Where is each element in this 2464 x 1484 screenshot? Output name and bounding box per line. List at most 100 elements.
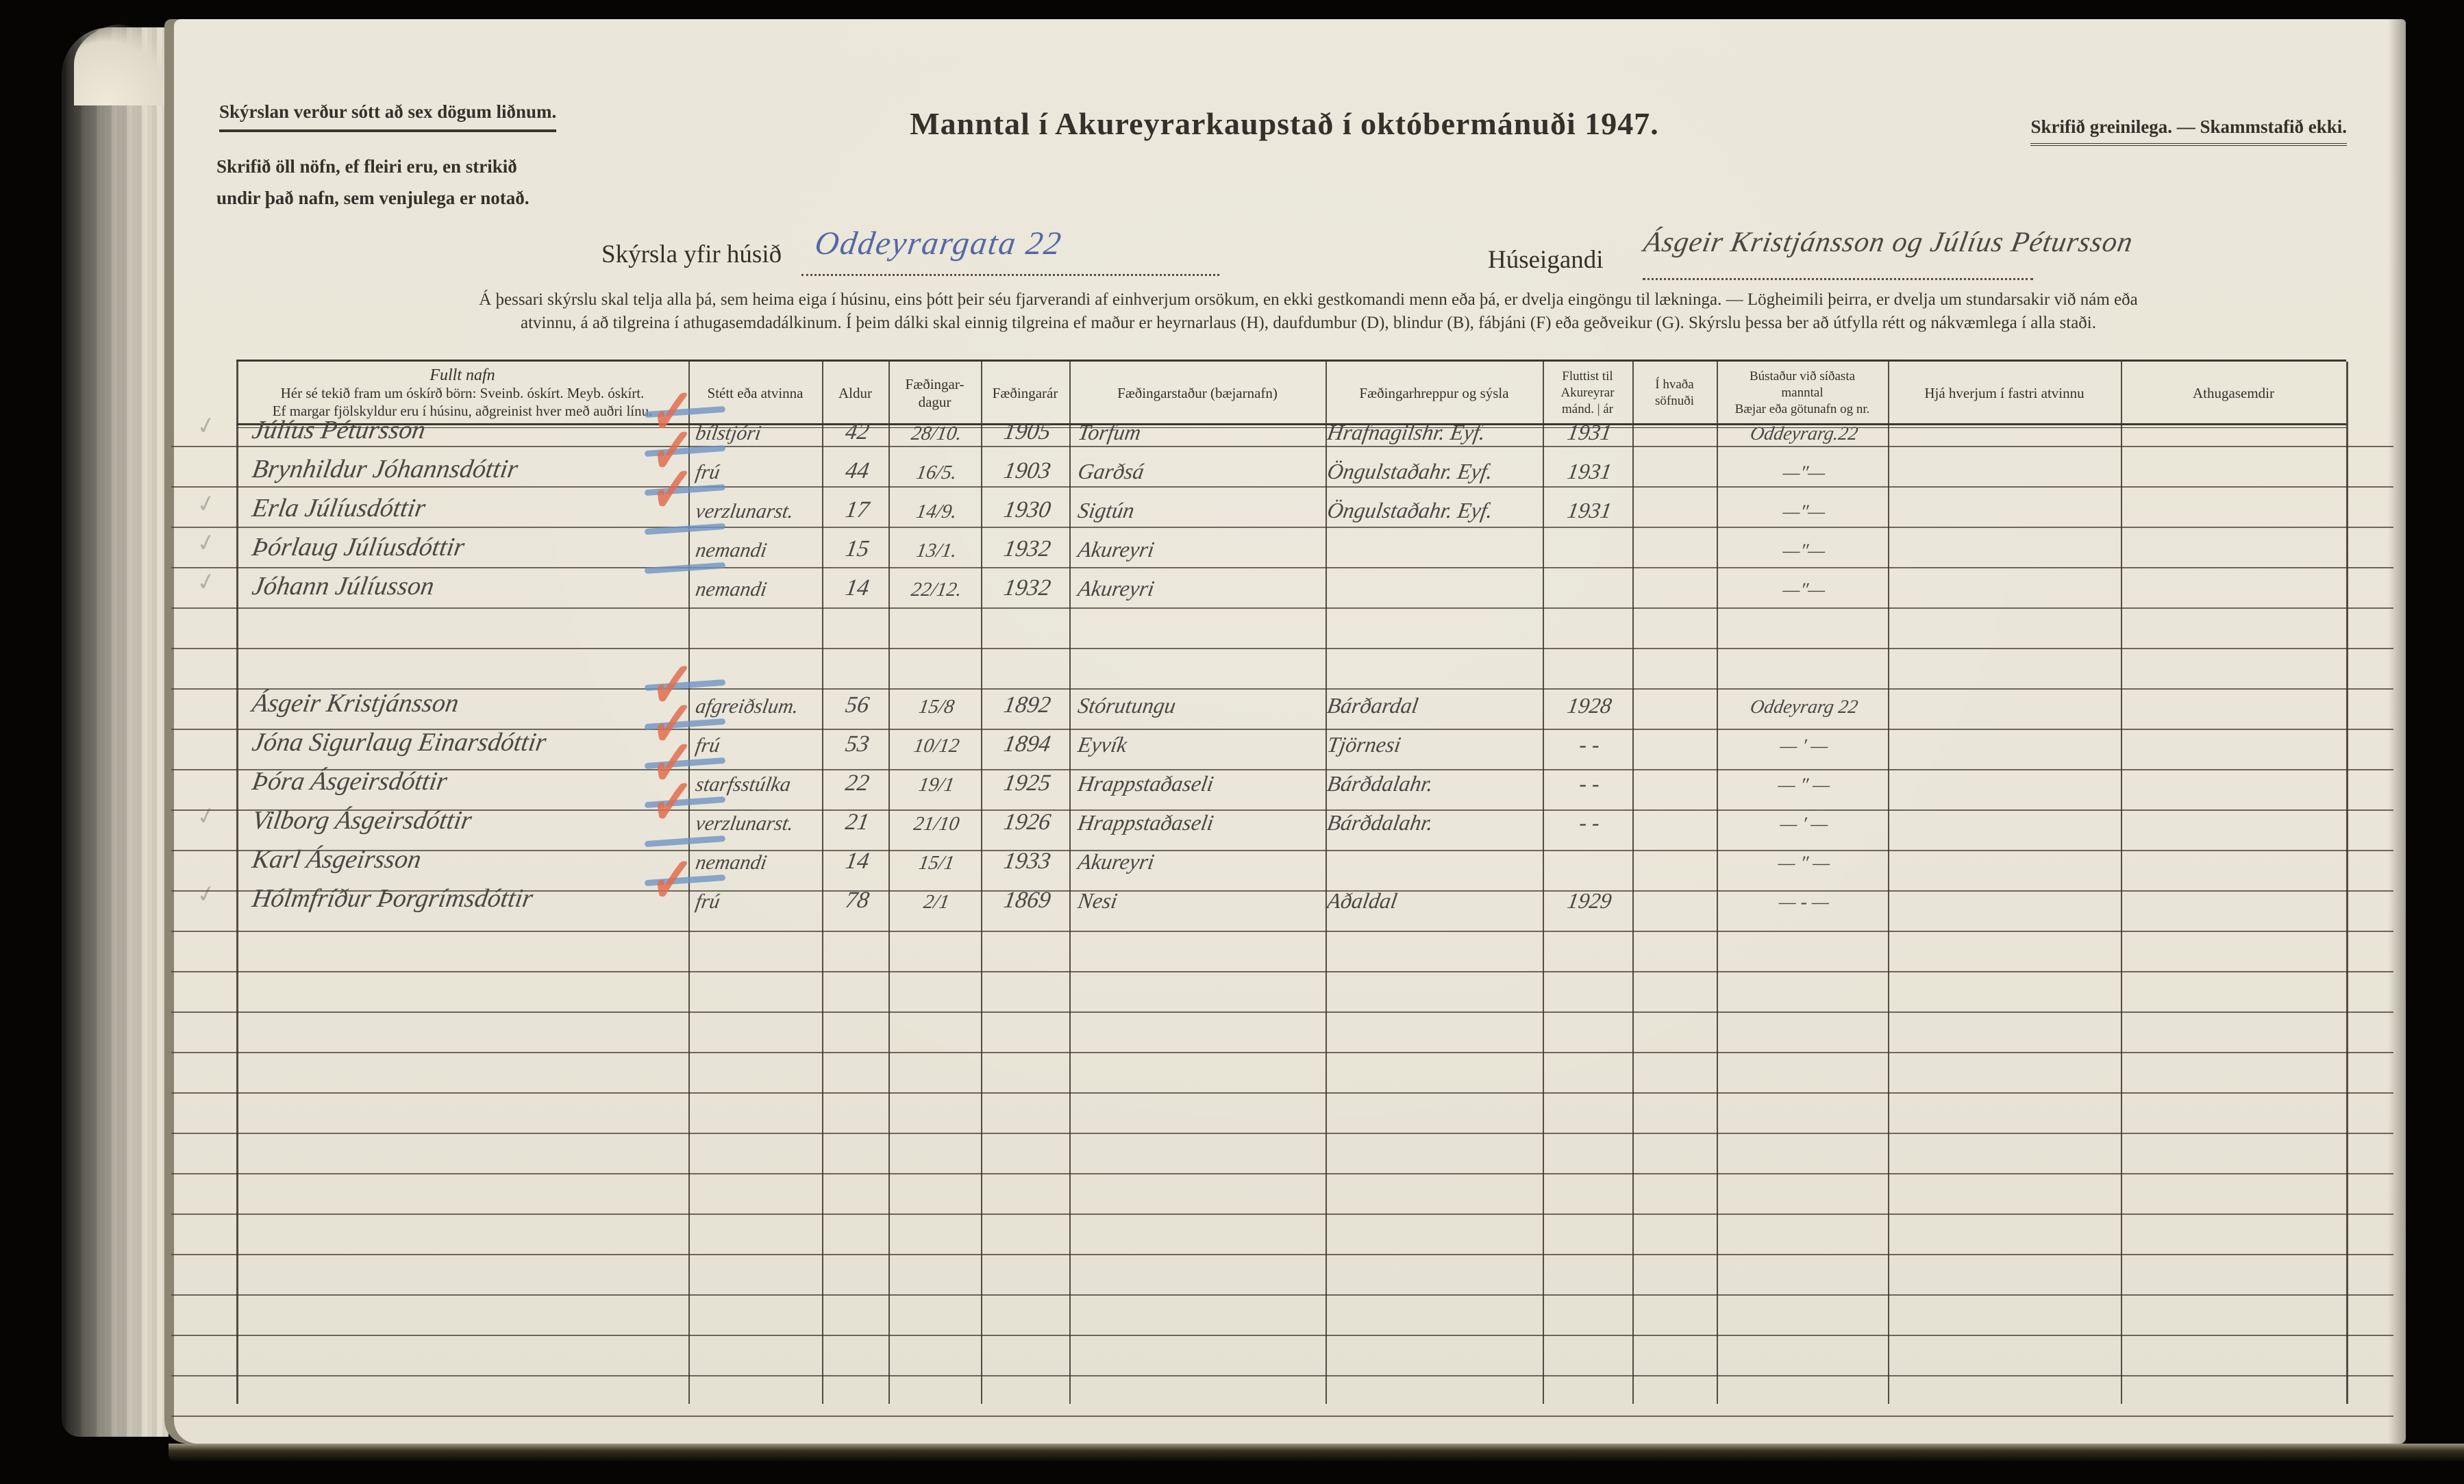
table-column-border (1717, 362, 1718, 1404)
entry-moved: 1931 (1565, 420, 1614, 444)
column-header-faedingardagur-line: Fæðingar- (905, 376, 965, 392)
table-row (171, 1013, 2393, 1053)
entry-birth_day: 14/9. (914, 501, 959, 523)
page-title: Manntal í Akureyrarkaupstað í októbermán… (910, 106, 1659, 141)
entry-district: Öngulstaðahr. Eyf. (1326, 459, 1495, 483)
entry-birthplace: Nesi (1076, 888, 1119, 913)
entry-residence: — " — (1776, 775, 1832, 796)
column-header-hja-hverjum-line: Hjá hverjum í fastri atvinnu (1924, 385, 2085, 401)
column-header-faedingarstadur: Fæðingarstaður (bæjarnafn) (1069, 362, 1326, 425)
entry-name: Vilborg Ásgeirsdóttir (250, 806, 474, 835)
entry-birth_year: 1894 (1001, 731, 1053, 757)
entry-district: Bárðdalahr. (1326, 810, 1435, 835)
column-header-sofnudur-line: Í hvaða (1655, 377, 1694, 392)
entry-residence: — - — (1777, 892, 1831, 913)
entry-age: 44 (843, 458, 871, 483)
entry-age: 22 (843, 770, 871, 796)
entry-birth_day: 21/10 (912, 813, 961, 835)
entry-residence: —"— (1781, 579, 1827, 601)
table-row (171, 1215, 2393, 1255)
table-column-border (1632, 362, 1634, 1404)
top-left-note-2-line1: Skrifið öll nöfn, ef fleiri eru, en stri… (216, 156, 517, 177)
column-header-faedingarhreppur-line: Fæðingarhreppur og sýsla (1359, 385, 1509, 401)
entry-moved: 1928 (1565, 693, 1614, 718)
census-entry-row: Karl Ásgeirsson nemandi 14 15/1 1933 Akureyri… (236, 835, 2346, 875)
red-pencil-check-mark: ✓ (647, 764, 697, 842)
entry-age: 42 (843, 419, 871, 444)
entry-birthplace: Hrappstaðaseli (1076, 771, 1216, 796)
house-field-dotted-line (801, 274, 1219, 276)
entry-birthplace: Eyvík (1076, 732, 1129, 757)
entry-name: Þóra Ásgeirsdóttir (250, 767, 449, 796)
entry-birthplace: Garðsá (1076, 459, 1146, 483)
entry-occupation: afgreiðslum. (694, 695, 801, 718)
entry-district: Aðaldal (1326, 888, 1399, 913)
top-right-note: Skrifið greinilega. — Skammstafið ekki. (2030, 116, 2347, 146)
column-header-fullt-nafn-line: Hér sé tekið fram um óskírð börn: Sveinb… (280, 385, 645, 401)
entry-birthplace: Torfum (1076, 420, 1143, 444)
entry-residence: —"— (1781, 540, 1827, 562)
entry-occupation: nemandi (694, 578, 769, 601)
entry-birthplace: Akureyri (1076, 537, 1156, 562)
column-header-faedingardagur-line: dagur (918, 394, 951, 410)
table-row (171, 892, 2393, 932)
entry-name: Hólmfríður Þorgrímsdóttir (250, 884, 536, 913)
entry-district: Tjörnesi (1326, 732, 1403, 757)
table-row (171, 1134, 2393, 1174)
table-column-border (888, 362, 890, 1404)
entry-occupation: starfsstúlka (694, 773, 793, 796)
column-header-fluttist-line: mánd. | ár (1561, 402, 1614, 416)
census-entry-row: Þórlaug Júlíusdóttir nemandi 15 13/1. 1932 Ak… (195, 523, 2346, 563)
entry-birth_day: 15/1 (917, 852, 956, 874)
entry-district: Bárðardal (1326, 693, 1421, 718)
table-row (171, 649, 2393, 690)
table-header-row: Fullt nafn Hér sé tekið fram um óskírð bö… (236, 362, 2346, 425)
entry-residence: Oddeyrarg 22 (1748, 696, 1860, 718)
entry-birthplace: Stórutungu (1076, 693, 1178, 718)
entry-residence: — ' — (1778, 735, 1830, 757)
column-header-aldur-line: Aldur (838, 385, 872, 401)
table-row (171, 1255, 2393, 1296)
entry-occupation: verzlunarst. (694, 500, 795, 523)
table-column-border (2121, 362, 2122, 1404)
column-header-faedingarhreppur: Fæðingarhreppur og sýsla (1326, 362, 1543, 425)
column-header-fluttist-line: Fluttist til (1562, 369, 1613, 383)
entry-name: Karl Ásgeirsson (250, 845, 423, 874)
entry-moved: 1931 (1565, 459, 1614, 483)
entry-birth_day: 28/10. (910, 423, 964, 444)
column-header-athugasemdir-line: Athugasemdir (2193, 385, 2274, 401)
census-entry-row: Ásgeir Kristjánsson afgreiðslum. 56 15/8 189… (236, 646, 2346, 725)
entry-name: Brynhildur Jóhannsdóttir (250, 455, 521, 483)
entry-birth_day: 16/5. (914, 462, 959, 483)
entry-birth_year: 1925 (1001, 770, 1053, 796)
table-row (171, 528, 2393, 568)
table-row (171, 407, 2393, 447)
entry-moved: - - (1578, 732, 1602, 757)
column-header-hja-hverjum: Hjá hverjum í fastri atvinnu (1888, 362, 2121, 425)
table-row (171, 609, 2393, 649)
entry-birthplace: Sigtún (1076, 498, 1136, 523)
entry-residence: —"— (1781, 501, 1827, 523)
entry-age: 78 (843, 888, 871, 913)
table-column-border (2346, 362, 2348, 1404)
entry-moved: 1931 (1565, 498, 1614, 523)
column-header-fullt-nafn-line: Fullt nafn (430, 366, 495, 384)
column-header-faedingarar-line: Fæðingarár (992, 385, 1058, 401)
census-entry-row: Vilborg Ásgeirsdóttir verzlunarst. 21 21/10… (195, 764, 2346, 842)
column-header-athugasemdir: Athugasemdir (2121, 362, 2346, 425)
column-header-sofnudur: Í hvaða söfnuði (1632, 362, 1717, 425)
census-entry-row: Jóhann Júlíusson nemandi 14 22/12. 1932 Akure… (195, 562, 2346, 602)
entry-birth_year: 1892 (1001, 692, 1053, 718)
entry-moved: - - (1578, 771, 1602, 796)
table-row (171, 1296, 2393, 1336)
entry-age: 14 (843, 848, 871, 874)
table-row (171, 1336, 2393, 1376)
entry-birth_day: 2/1 (922, 891, 951, 913)
table-row (171, 811, 2393, 851)
entry-name: Jóna Sigurlaug Einarsdóttir (250, 728, 549, 757)
table-row (171, 851, 2393, 892)
entry-birthplace: Akureyri (1076, 576, 1156, 601)
entry-occupation: nemandi (694, 851, 769, 874)
entry-birth_day: 13/1. (914, 540, 959, 562)
